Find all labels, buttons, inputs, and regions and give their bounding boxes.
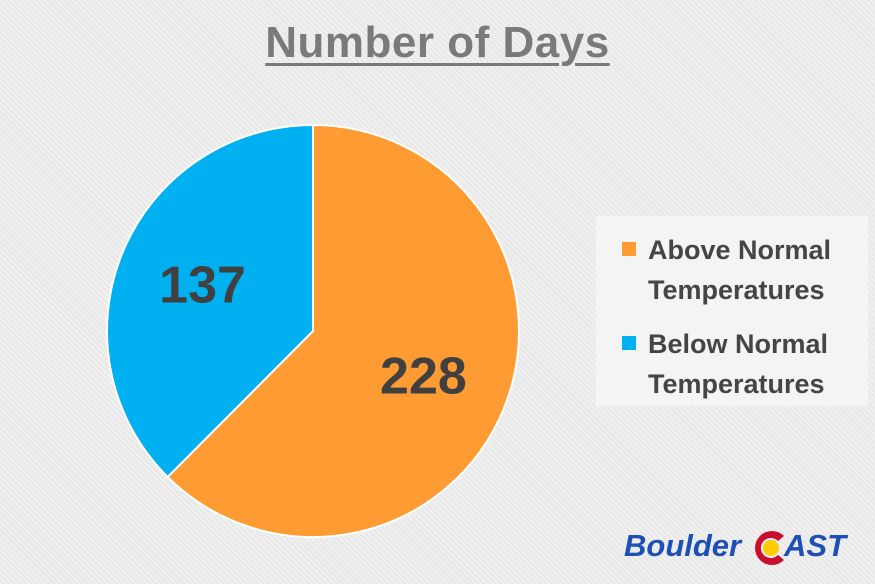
pie-chart: 228 137 — [106, 123, 520, 538]
pie-slice-below — [106, 123, 314, 479]
legend-label-above: Above Normal Temperatures — [648, 235, 832, 305]
slice-value-label-below: 137 — [159, 256, 246, 314]
colorado-flag-c-icon — [754, 531, 784, 565]
logo-text-boulder: Boulder — [624, 528, 743, 563]
legend-item-above: Above Normal Temperatures — [622, 230, 868, 310]
legend-label-below: Below Normal Temperatures — [648, 329, 829, 399]
legend-item-below: Below Normal Temperatures — [622, 324, 868, 404]
pie-slice-above — [166, 123, 520, 538]
bouldercast-logo: Boulder AST — [624, 528, 849, 565]
chart-title: Number of Days — [265, 18, 610, 67]
logo-text-ast: AST — [783, 528, 849, 563]
slice-value-label-above: 228 — [380, 348, 467, 406]
legend: Above Normal Temperatures Below Normal T… — [596, 216, 868, 406]
legend-swatch-below — [622, 336, 636, 350]
legend-swatch-above — [622, 242, 636, 256]
